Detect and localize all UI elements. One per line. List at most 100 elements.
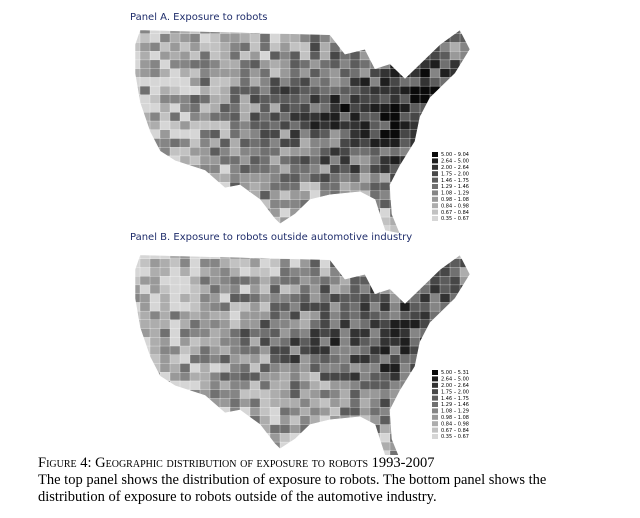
map-region [359,328,371,338]
map-region [469,173,470,183]
map-region [359,29,371,35]
map-region [299,363,311,373]
map-region [149,319,161,330]
map-region [139,363,151,373]
map-region [459,77,470,87]
map-region [219,302,231,312]
map-region [319,190,331,201]
map-region [289,138,301,148]
map-region [399,415,411,426]
map-region [219,363,231,373]
map-region [209,310,221,321]
map-region [209,164,221,175]
map-region [369,59,381,70]
map-region [399,68,411,79]
map-region [179,147,191,157]
map-region [135,363,141,373]
legend-label: 1.75 – 2.00 [441,389,469,395]
legend-swatch [432,434,438,439]
map-region [159,94,171,105]
map-region [139,398,151,408]
map-region [179,68,191,79]
map-region [309,302,321,312]
map-region [449,354,461,365]
map-region [249,293,261,304]
map-region [149,258,161,269]
map-region [359,363,371,373]
map-region [259,276,271,286]
map-region [149,138,161,148]
map-region [249,120,261,131]
map-region [309,258,321,269]
map-region [149,345,161,356]
map-region [209,94,221,105]
map-region [259,258,271,269]
map-region [369,433,381,443]
map-region [359,254,371,260]
map-region [469,354,470,365]
map-region [249,138,261,148]
map-region [319,302,331,312]
map-region [419,29,431,35]
map-region [339,199,351,209]
map-region [159,354,171,365]
map-region [139,354,151,365]
map-region [289,276,301,286]
map-region [329,51,341,61]
map-region [379,310,391,321]
legend-swatch [432,370,438,375]
map-region [469,328,470,338]
map-region [269,267,281,277]
map-region [389,181,401,192]
map-region [209,328,221,338]
map-region [229,424,241,434]
map-region [389,363,401,373]
map-region [339,254,351,260]
map-region [409,380,421,391]
map-region [369,310,381,321]
map-region [399,267,411,277]
map-region [239,441,251,452]
map-region [469,129,470,140]
map-region [329,164,341,175]
map-region [169,328,181,338]
map-region [135,216,141,227]
map-region [409,276,421,286]
map-region [189,258,201,269]
map-region [269,190,281,201]
map-region [135,103,141,113]
map-region [259,337,271,347]
map-region [149,164,161,175]
map-region [289,216,301,227]
map-region [139,59,151,70]
map-region [399,337,411,347]
map-region [329,433,341,443]
map-region [349,398,361,408]
map-region [269,173,281,183]
map-region [189,415,201,426]
map-region [239,328,251,338]
map-region [369,254,381,260]
map-region [279,415,291,426]
map-region [389,68,401,79]
map-region [329,380,341,391]
map-region [199,310,211,321]
map-region [239,199,251,209]
map-region [349,155,361,166]
map-region [319,85,331,96]
map-region [289,372,301,382]
map-region [469,293,470,304]
map-region [239,354,251,365]
map-region [259,33,271,44]
map-region [359,138,371,148]
map-region [209,389,221,400]
map-region [369,29,381,35]
map-region [169,208,181,218]
map-region [449,319,461,330]
map-region [239,372,251,382]
map-region [159,441,171,452]
map-region [199,398,211,408]
map-region [229,354,241,365]
map-region [379,354,391,365]
map-region [309,319,321,330]
